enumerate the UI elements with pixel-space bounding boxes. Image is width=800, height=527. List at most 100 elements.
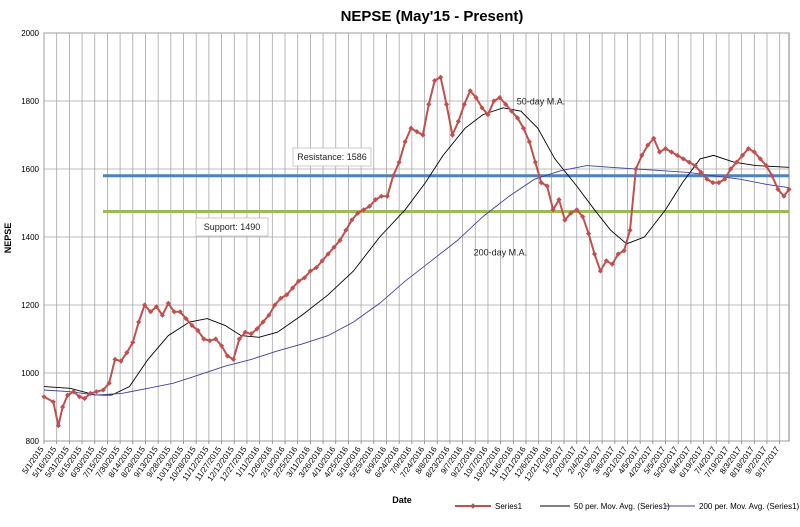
series1-point — [372, 197, 379, 203]
series1-point — [745, 146, 752, 152]
series1-point — [396, 159, 402, 165]
series1-point — [633, 166, 639, 172]
series1-point — [550, 207, 556, 213]
series1-point — [645, 142, 651, 148]
series1-point — [60, 404, 66, 410]
series1-point — [455, 118, 461, 124]
x-axis-label: Date — [392, 495, 412, 505]
series1-point — [461, 101, 467, 107]
series1-point — [242, 329, 248, 335]
label-text: Resistance: 1586 — [297, 152, 367, 162]
series1-point — [414, 129, 420, 135]
series1-point — [171, 309, 177, 315]
ma200-annotation: 200-day M.A. — [474, 248, 528, 258]
label-box — [292, 147, 372, 167]
series1-point — [526, 139, 532, 145]
series1-point — [218, 343, 225, 349]
series1-point — [775, 186, 781, 192]
series1-point — [615, 251, 621, 257]
series1-point — [580, 214, 586, 220]
legend-item: 200 per. Mov. Avg. (Series1) — [665, 502, 800, 511]
series1-point — [307, 268, 313, 274]
series1-point — [432, 78, 438, 84]
series1-point — [81, 395, 88, 402]
series1-point — [384, 193, 390, 199]
legend-label: 50 per. Mov. Avg. (Series1) — [574, 502, 670, 511]
series1-point — [70, 389, 77, 395]
series1-point — [93, 389, 100, 395]
series1-point — [509, 108, 515, 114]
series1-point — [41, 394, 47, 400]
y-axis-label: NEPSE — [3, 223, 13, 254]
legend-item: 50 per. Mov. Avg. (Series1) — [540, 502, 670, 511]
series1-point — [260, 319, 266, 325]
series1-point — [284, 292, 290, 298]
resistance-label: Resistance: 1586 — [292, 147, 372, 167]
series1-point — [106, 380, 112, 386]
y-axis: 800 1000 1200 1400 1600 1800 2000 — [21, 29, 39, 446]
series1-point — [426, 101, 432, 107]
series1-point — [136, 319, 142, 325]
series1-point — [574, 207, 580, 213]
series1-point — [87, 390, 94, 396]
y-tick-label: 2000 — [21, 29, 39, 38]
series1-point — [698, 169, 704, 175]
series1-point — [319, 258, 325, 264]
series1-point — [402, 139, 408, 145]
series1-point — [449, 132, 456, 138]
series1-point — [662, 146, 669, 152]
series1-point — [76, 394, 83, 400]
series1-point — [769, 173, 775, 179]
series1-point — [651, 135, 657, 141]
series1-point — [751, 149, 757, 155]
series1-point — [562, 217, 568, 223]
series1-point — [716, 180, 722, 186]
label-text: Support: 1490 — [204, 222, 261, 232]
series1-point — [366, 203, 373, 209]
series1-point — [621, 248, 627, 254]
series1-point — [609, 261, 615, 267]
series1-point — [213, 336, 219, 342]
series1-point — [473, 95, 479, 101]
series1-point — [248, 331, 254, 337]
series1-point — [224, 353, 231, 359]
legend-label: 200 per. Mov. Avg. (Series1) — [699, 502, 800, 511]
ma200-line — [43, 165, 790, 396]
series1-point — [230, 356, 237, 362]
series1-point — [568, 210, 574, 216]
series1-point — [668, 149, 675, 155]
series1-point — [722, 176, 728, 182]
legend-label: Series1 — [495, 502, 523, 511]
series1-point — [692, 163, 698, 169]
series1-point — [538, 180, 544, 186]
series1-point — [266, 312, 272, 318]
series1-point — [195, 327, 201, 334]
series1-point — [147, 309, 154, 315]
legend-marker — [470, 503, 476, 509]
series1-point — [757, 156, 763, 162]
series1-point — [503, 101, 509, 107]
series1-point — [438, 74, 444, 80]
series1-point — [443, 101, 450, 107]
series1-point — [532, 159, 538, 165]
reference-lines: Resistance: 1586 Support: 1490 — [103, 147, 789, 237]
series1-point — [290, 285, 296, 291]
series1-point — [378, 193, 385, 199]
series1-point — [728, 166, 734, 172]
legend: Series1 50 per. Mov. Avg. (Series1) 200 pe… — [455, 502, 800, 511]
series1-point — [497, 95, 503, 101]
series1-point — [207, 338, 213, 344]
ma50-annotation: 50-day M.A. — [517, 96, 566, 106]
series1-point — [100, 387, 106, 393]
y-tick-label: 1600 — [21, 165, 39, 174]
series1-point — [325, 251, 331, 257]
price-series — [41, 74, 792, 429]
chart-title: NEPSE (May'15 - Present) — [341, 8, 524, 25]
series1-point — [165, 300, 171, 306]
series1-point — [674, 152, 680, 158]
series1-point — [390, 173, 396, 179]
series1-point — [627, 227, 633, 233]
series1-point — [355, 210, 361, 216]
series1-point — [657, 149, 663, 155]
series1-point — [130, 339, 136, 345]
